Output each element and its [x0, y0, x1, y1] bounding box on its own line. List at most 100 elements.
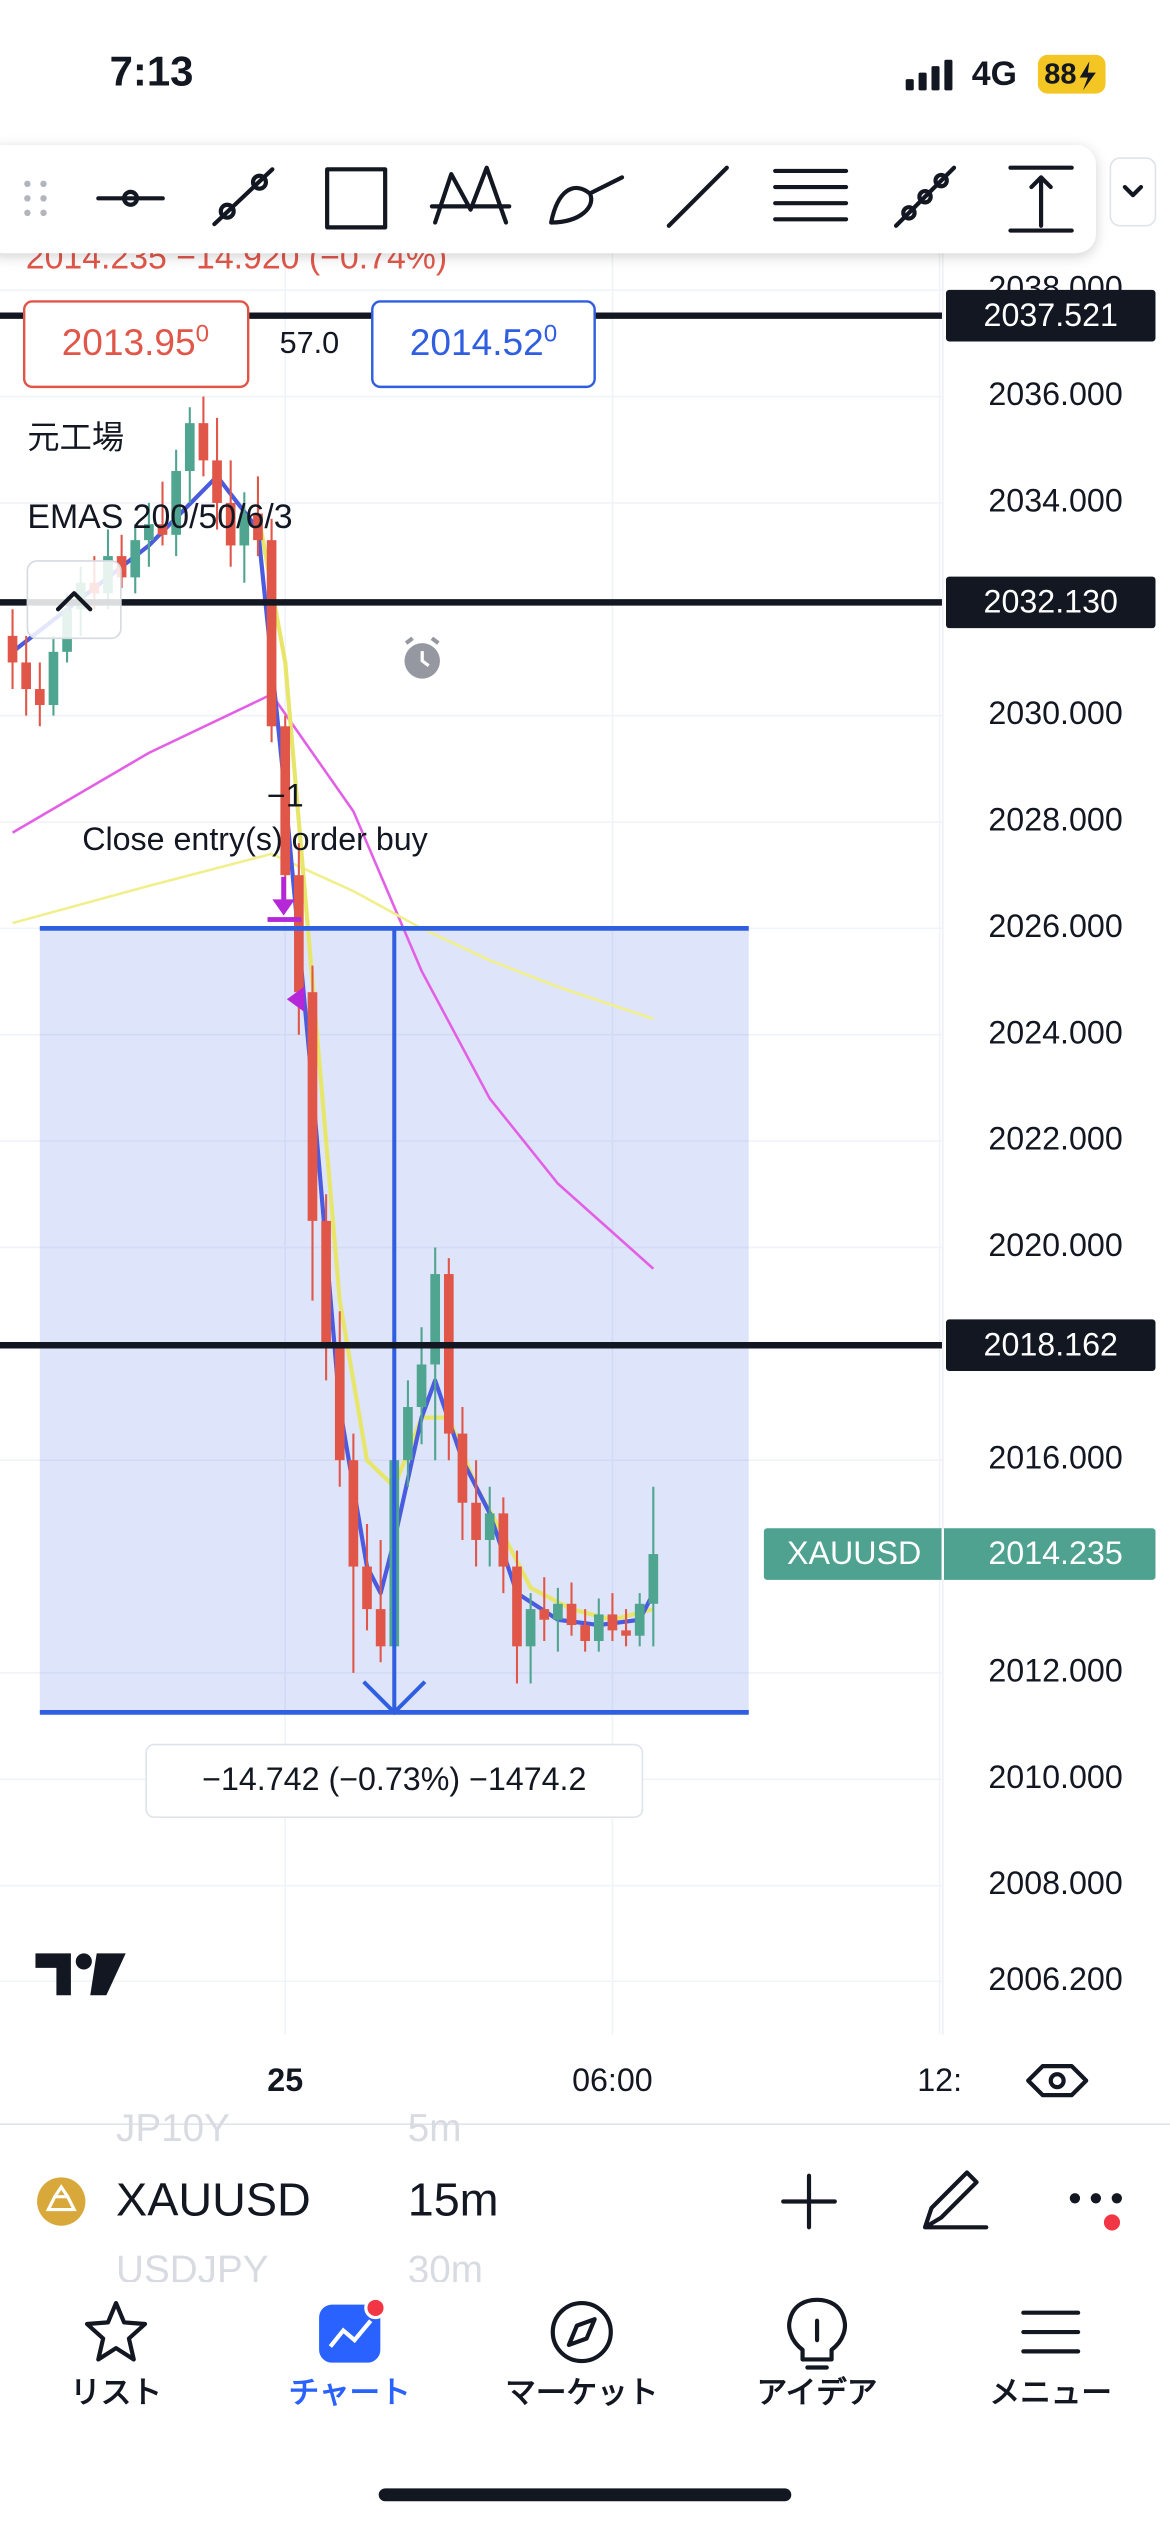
- draw-button[interactable]: [922, 2170, 989, 2230]
- candle-body: [525, 1609, 536, 1647]
- y-tick-label: 2012.000: [988, 1652, 1122, 1688]
- status-time: 7:13: [110, 47, 194, 94]
- battery-level: 88: [1044, 59, 1076, 91]
- tool-measure[interactable]: [1008, 165, 1074, 233]
- candle-body: [7, 635, 18, 663]
- y-tick-label: 2022.000: [988, 1121, 1122, 1157]
- price-label-bg: [945, 1319, 1156, 1372]
- home-indicator: [378, 2488, 792, 2502]
- symbol-row-bg: [0, 2153, 1170, 2250]
- y-tick-label: 2006.200: [988, 1961, 1122, 1997]
- candle-body: [348, 1460, 359, 1567]
- tool-brush[interactable]: [549, 175, 625, 225]
- charging-icon: [1079, 61, 1096, 91]
- y-tick-label: 2036.000: [988, 376, 1122, 412]
- price-axis: 2038.0002036.0002034.0002030.0002028.000…: [763, 145, 1170, 2035]
- candle-body: [157, 524, 168, 535]
- price-label: 2037.521: [984, 297, 1118, 333]
- tab-ideas[interactable]: アイデア: [757, 2375, 878, 2410]
- order-marker: [267, 876, 305, 1013]
- tool-horizontal-ray[interactable]: [96, 189, 165, 207]
- spread: 57.0: [280, 326, 340, 360]
- candle-body: [362, 1566, 372, 1610]
- symbol[interactable]: XAUUSD: [116, 2173, 311, 2225]
- symbol-icon: [37, 2177, 86, 2226]
- order-label: Close entry(s) order buy: [82, 821, 428, 857]
- toolbar-more[interactable]: [1109, 157, 1157, 227]
- bid-price: 2013.950: [62, 321, 209, 363]
- collapse-button[interactable]: [26, 560, 122, 640]
- y-tick-label: 2024.000: [988, 1014, 1122, 1050]
- price-label: 2032.130: [984, 583, 1118, 619]
- candle-body: [593, 1614, 604, 1642]
- tab-market[interactable]: マーケット: [505, 2376, 658, 2410]
- candle-body: [21, 662, 32, 690]
- y-tick-label: 2030.000: [988, 695, 1122, 731]
- bid-main: 2013.95: [62, 321, 196, 363]
- price-label: 2018.162: [984, 1326, 1118, 1362]
- candle-body: [198, 423, 209, 461]
- candle-body: [498, 1513, 509, 1567]
- candle-body: [116, 556, 127, 578]
- tab-icon-ideas: [787, 2297, 848, 2370]
- y-tick-label: 2034.000: [988, 482, 1122, 518]
- ask-price: 2014.520: [410, 321, 557, 363]
- candle-body: [130, 540, 141, 578]
- tool-trend-line[interactable]: [212, 167, 275, 227]
- candle-body: [403, 1407, 413, 1461]
- candle-body: [280, 726, 291, 876]
- bid-pip: 0: [196, 321, 209, 348]
- more-button[interactable]: [1069, 2193, 1122, 2231]
- tab-list[interactable]: リスト: [70, 2376, 162, 2410]
- indicator-legend: EMAS 200/50/6/3: [27, 498, 292, 536]
- x-tick-label: 12:: [917, 2062, 962, 2098]
- add-button[interactable]: [781, 2173, 837, 2230]
- candle-body: [334, 1343, 345, 1461]
- buy-button[interactable]: [371, 300, 596, 389]
- candle-body: [648, 1554, 659, 1604]
- current-price: 2014.235: [988, 1535, 1122, 1571]
- tool-rectangle[interactable]: [325, 167, 388, 230]
- sell-button[interactable]: [22, 300, 250, 389]
- candle-body: [621, 1630, 631, 1636]
- candle-body: [184, 423, 195, 472]
- tab-icon-chart-line: [328, 2319, 373, 2348]
- candle-body: [34, 689, 45, 706]
- tab-icon-menu: [1021, 2310, 1081, 2354]
- settings-button[interactable]: [1026, 2064, 1089, 2098]
- candle-body: [443, 1274, 454, 1434]
- prev-interval: 5m: [408, 2107, 462, 2150]
- ask-pip: 0: [544, 321, 557, 348]
- tab-menu[interactable]: メニュー: [990, 2376, 1112, 2410]
- candle-body: [48, 651, 59, 706]
- collapse-icon: [55, 591, 93, 612]
- signal-icon: [905, 59, 953, 91]
- tool-path[interactable]: [893, 165, 957, 228]
- position-arrowhead: [362, 1680, 427, 1716]
- settings-icon: [1048, 2072, 1066, 2090]
- indicator-line: [11, 474, 656, 1628]
- tool-fib[interactable]: [773, 168, 849, 222]
- candle-body: [225, 502, 236, 546]
- symbol-icon-gold: [45, 2184, 77, 2212]
- y-tick-label: 2026.000: [988, 908, 1122, 944]
- tab-icon-list: [84, 2300, 148, 2362]
- alarm-icon: [404, 636, 440, 679]
- position-label-box: [145, 1743, 644, 1818]
- tab-icon-market: [550, 2300, 613, 2364]
- price-label-bg: [945, 289, 1156, 342]
- candle-body: [253, 513, 263, 541]
- candle-body: [212, 460, 222, 503]
- x-tick-label: 25: [267, 2062, 303, 2098]
- candle-body: [307, 992, 318, 1221]
- interval[interactable]: 15m: [408, 2173, 499, 2225]
- candle-body: [566, 1603, 577, 1626]
- tool-line[interactable]: [666, 165, 729, 228]
- tool-pattern[interactable]: [429, 165, 512, 225]
- tab-chart[interactable]: チャート: [289, 2376, 411, 2410]
- candle-body: [416, 1364, 427, 1408]
- candle-body: [484, 1513, 495, 1540]
- indicator-line: [12, 852, 654, 1021]
- candle-body: [171, 471, 181, 535]
